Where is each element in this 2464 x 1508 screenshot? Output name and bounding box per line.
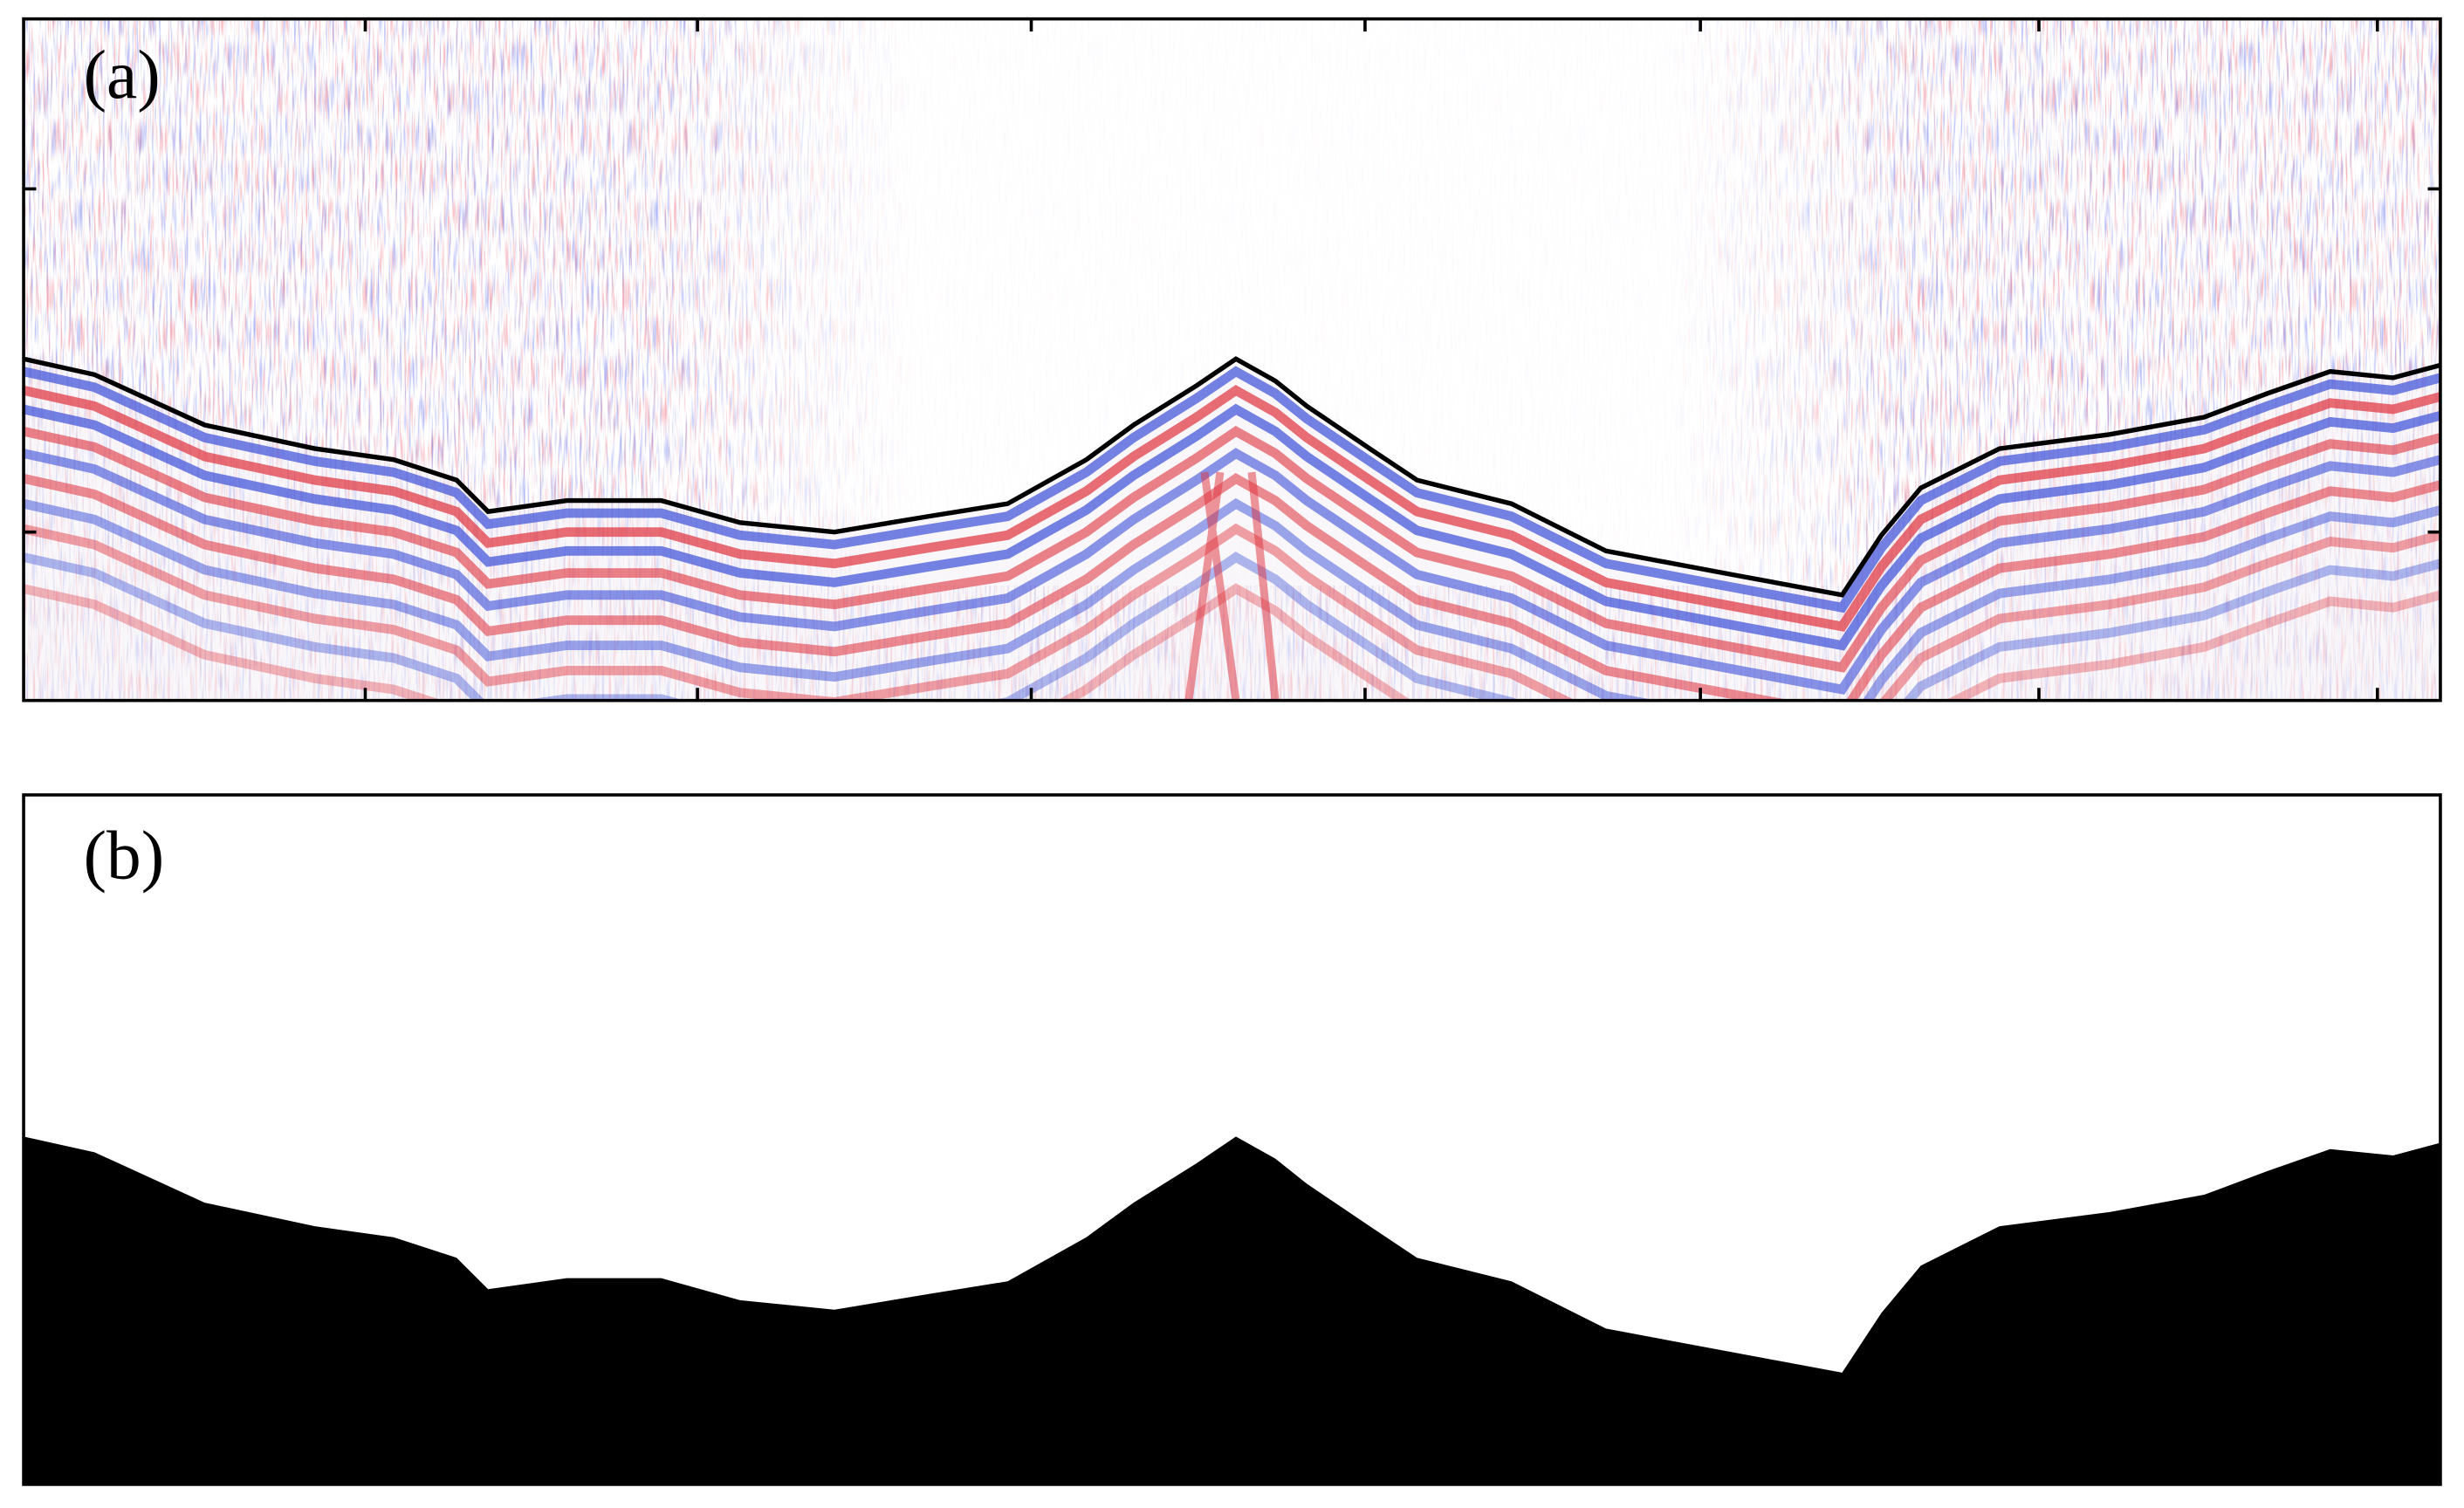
panel-label: (b) xyxy=(84,817,165,894)
seismic-image xyxy=(24,18,2440,701)
panel-label: (a) xyxy=(84,37,161,113)
panel-frame xyxy=(22,793,2442,1486)
ticks xyxy=(24,18,2440,701)
seafloor-mask xyxy=(24,1136,2440,1484)
panel-frame xyxy=(22,17,2442,703)
